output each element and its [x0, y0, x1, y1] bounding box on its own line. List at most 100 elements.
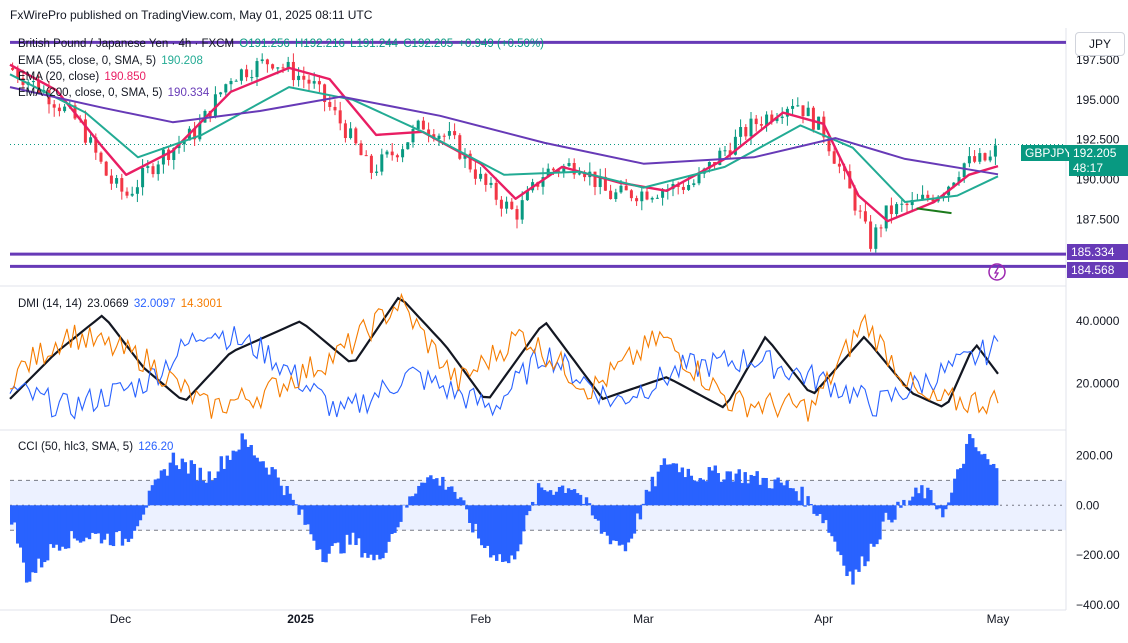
cci-bar	[506, 505, 511, 564]
cci-bar	[635, 505, 640, 514]
legend-ema200-row[interactable]: EMA (200, close, 0, SMA, 5) 190.334	[18, 86, 211, 100]
cci-bar	[830, 505, 834, 537]
cci-bar	[728, 471, 732, 506]
cci-bar	[944, 505, 948, 510]
candle-body	[687, 184, 691, 190]
cci-bar	[150, 485, 155, 506]
cci-bar	[468, 505, 472, 523]
candle-body	[115, 178, 119, 184]
candle-body	[380, 154, 384, 172]
candle-body	[312, 81, 316, 84]
candle-body	[104, 161, 108, 176]
cci-bar	[111, 505, 116, 547]
legend-ema55-label: EMA (55, close, 0, SMA, 5)	[18, 55, 157, 67]
cci-bar	[554, 491, 559, 506]
candle-body	[385, 151, 389, 155]
currency-button[interactable]: JPY	[1075, 32, 1125, 56]
cci-bar	[24, 505, 29, 583]
cci-bar	[399, 505, 403, 522]
level-lower-tag: 184.568	[1067, 262, 1128, 278]
cci-bar	[923, 498, 927, 506]
cci-bar	[680, 467, 685, 506]
legend-dmi-row[interactable]: DMI (14, 14) 23.0669 32.0097 14.3001	[18, 297, 224, 311]
cci-bar	[719, 481, 723, 506]
minus-di-line	[9, 292, 999, 422]
cci-bar	[605, 505, 610, 536]
cci-bar	[414, 493, 418, 506]
cci-bar	[875, 505, 879, 545]
cci-bar	[159, 470, 164, 506]
cci-bar	[824, 505, 828, 521]
cci-bar	[216, 471, 220, 506]
cci-bar	[752, 475, 756, 506]
cci-bar	[147, 490, 152, 506]
cci-bar	[995, 468, 999, 506]
cci-bar	[381, 505, 385, 559]
cci-bar	[69, 505, 74, 532]
cci-bar	[983, 453, 987, 506]
legend-symbol[interactable]: British Pound / Japanese Yen · 4h · FXCM	[18, 38, 235, 50]
cci-bar	[45, 505, 50, 561]
cci-bar	[689, 475, 694, 506]
legend-cci-row[interactable]: CCI (50, hlc3, SMA, 5) 126.20	[18, 440, 175, 454]
candle-body	[707, 162, 711, 169]
cci-bar	[734, 473, 738, 506]
cci-bar	[285, 486, 289, 506]
cci-bar	[650, 476, 655, 506]
cci-bar	[815, 505, 819, 516]
cci-bar	[96, 505, 101, 534]
candle-body	[89, 137, 93, 143]
candle-body	[853, 188, 857, 211]
cci-bar	[518, 505, 523, 545]
candle-body	[453, 131, 457, 136]
candle-body	[801, 105, 805, 117]
cci-bar	[647, 491, 652, 506]
cci-bar	[716, 473, 720, 506]
candle-body	[910, 200, 914, 206]
cci-bar	[63, 505, 68, 549]
cci-bar	[138, 505, 143, 521]
candle-body	[239, 69, 243, 81]
legend-ema20-row[interactable]: EMA (20, close) 190.850	[18, 70, 148, 84]
cci-tick-label: 0.00	[1076, 498, 1100, 512]
candle-body	[525, 190, 529, 201]
cci-bar	[39, 505, 44, 568]
cci-bar	[267, 474, 271, 506]
cci-bar	[426, 477, 430, 506]
legend-ema55-row[interactable]: EMA (55, close, 0, SMA, 5) 190.208	[18, 54, 205, 68]
candle-body	[765, 114, 769, 126]
cci-bar	[542, 490, 547, 506]
cci-bar	[731, 481, 735, 506]
candle-body	[562, 165, 566, 173]
cci-bar	[836, 505, 840, 552]
cci-bar	[869, 505, 873, 544]
candle-body	[224, 84, 228, 93]
cci-bar	[369, 505, 373, 555]
candle-body	[811, 107, 815, 130]
candle-body	[780, 116, 784, 119]
cci-bar	[81, 505, 86, 542]
cci-bar	[168, 462, 173, 506]
cci-bar	[764, 478, 768, 506]
cci-bar	[533, 504, 538, 506]
cci-bar	[474, 505, 478, 524]
candle-body	[869, 221, 873, 249]
cci-bar	[36, 505, 41, 559]
cci-bar	[387, 505, 391, 542]
candle-body	[328, 102, 332, 107]
cci-bar	[261, 461, 265, 506]
cci-bar	[279, 485, 283, 506]
cci-bar	[366, 505, 370, 558]
candle-body	[286, 61, 290, 68]
cci-bar	[662, 458, 667, 506]
cci-bar	[857, 505, 861, 572]
candle-body	[437, 135, 441, 139]
candle-body	[759, 124, 763, 126]
cci-bar	[351, 505, 355, 533]
cci-bar	[54, 505, 59, 545]
cci-bar	[57, 505, 62, 551]
candle-body	[271, 64, 275, 69]
legend-dmi-plus: 32.0097	[133, 298, 176, 310]
